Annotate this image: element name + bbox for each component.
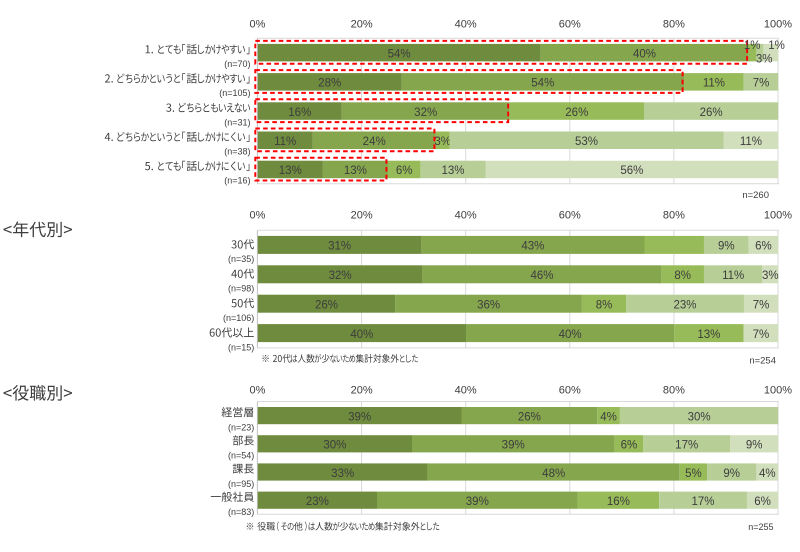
svg-text:17%: 17% [675,440,698,452]
svg-text:20%: 20% [351,209,373,221]
svg-text:7%: 7% [753,329,770,341]
svg-text:40%: 40% [455,384,477,396]
svg-text:(n=15): (n=15) [228,342,254,352]
svg-text:39%: 39% [502,440,525,452]
svg-text:30%: 30% [688,411,711,423]
svg-text:24%: 24% [363,136,386,148]
svg-text:60%: 60% [559,19,581,31]
svg-text:40%: 40% [633,48,656,60]
svg-text:3%: 3% [434,136,451,148]
svg-text:32%: 32% [329,270,352,282]
svg-text:46%: 46% [530,270,553,282]
svg-text:32%: 32% [414,107,437,119]
svg-text:100%: 100% [764,384,792,396]
svg-text:40%: 40% [350,329,373,341]
svg-text:48%: 48% [542,468,565,480]
svg-text:40%: 40% [455,19,477,31]
svg-text:8%: 8% [674,270,691,282]
svg-text:17%: 17% [691,496,714,508]
svg-text:31%: 31% [328,241,351,253]
svg-text:16%: 16% [607,496,630,508]
svg-text:26%: 26% [700,107,723,119]
svg-text:(n=23): (n=23) [228,422,254,432]
svg-text:6%: 6% [754,496,771,508]
svg-text:4%: 4% [600,411,617,423]
svg-text:13%: 13% [697,329,720,341]
svg-text:40%: 40% [455,209,477,221]
svg-text:56%: 56% [620,165,643,177]
svg-text:11%: 11% [703,78,725,90]
svg-text:39%: 39% [348,411,371,423]
svg-text:60%: 60% [559,384,581,396]
svg-text:9%: 9% [723,468,740,480]
svg-text:28%: 28% [318,78,341,90]
svg-text:(n=105): (n=105) [219,88,250,98]
svg-text:n=255: n=255 [748,522,773,532]
svg-text:100%: 100% [764,209,792,221]
svg-text:n=254: n=254 [749,355,776,366]
svg-text:54%: 54% [531,78,554,90]
svg-text:(n=70): (n=70) [224,59,250,69]
svg-text:40%: 40% [559,329,582,341]
svg-text:80%: 80% [663,19,685,31]
svg-text:53%: 53% [575,136,598,148]
svg-text:9%: 9% [746,440,763,452]
svg-text:80%: 80% [663,384,685,396]
svg-text:(n=95): (n=95) [228,479,254,489]
svg-text:7%: 7% [753,78,770,90]
svg-text:11%: 11% [740,136,762,148]
svg-text:13%: 13% [441,165,464,177]
svg-text:11%: 11% [722,270,744,282]
svg-text:54%: 54% [388,48,411,60]
svg-text:26%: 26% [565,107,588,119]
svg-text:(n=31): (n=31) [224,117,250,127]
svg-text:(n=16): (n=16) [224,176,250,186]
svg-text:16%: 16% [288,107,311,119]
svg-text:3%: 3% [756,53,773,65]
svg-text:43%: 43% [521,241,544,253]
svg-text:20%: 20% [351,19,373,31]
svg-text:80%: 80% [663,209,685,221]
svg-text:33%: 33% [331,468,354,480]
svg-text:13%: 13% [279,165,302,177]
svg-text:0%: 0% [250,19,266,31]
svg-text:5%: 5% [685,468,702,480]
svg-text:0%: 0% [250,209,266,221]
svg-text:6%: 6% [396,165,413,177]
svg-text:8%: 8% [596,300,613,312]
svg-text:(n=38): (n=38) [224,147,250,157]
svg-text:26%: 26% [315,300,338,312]
svg-text:1%: 1% [744,40,761,52]
svg-text:13%: 13% [344,165,367,177]
svg-text:100%: 100% [764,19,792,31]
svg-text:60%: 60% [559,209,581,221]
svg-text:(n=54): (n=54) [228,451,254,461]
svg-text:(n=35): (n=35) [228,254,254,264]
svg-text:9%: 9% [718,241,735,253]
svg-text:0%: 0% [250,384,266,396]
svg-text:3%: 3% [762,270,779,282]
svg-text:4%: 4% [759,468,776,480]
svg-text:7%: 7% [753,300,770,312]
svg-text:23%: 23% [306,496,329,508]
svg-text:(n=83): (n=83) [228,507,254,517]
svg-text:1%: 1% [768,40,785,52]
svg-text:36%: 36% [477,300,500,312]
svg-text:23%: 23% [673,300,696,312]
svg-text:11%: 11% [274,136,296,148]
svg-text:6%: 6% [621,440,638,452]
svg-text:39%: 39% [466,496,489,508]
svg-text:26%: 26% [518,411,541,423]
svg-text:20%: 20% [351,384,373,396]
svg-text:n=260: n=260 [742,190,769,201]
svg-text:6%: 6% [755,241,772,253]
svg-text:(n=106): (n=106) [223,313,254,323]
svg-text:30%: 30% [323,440,346,452]
svg-text:(n=98): (n=98) [228,284,254,294]
